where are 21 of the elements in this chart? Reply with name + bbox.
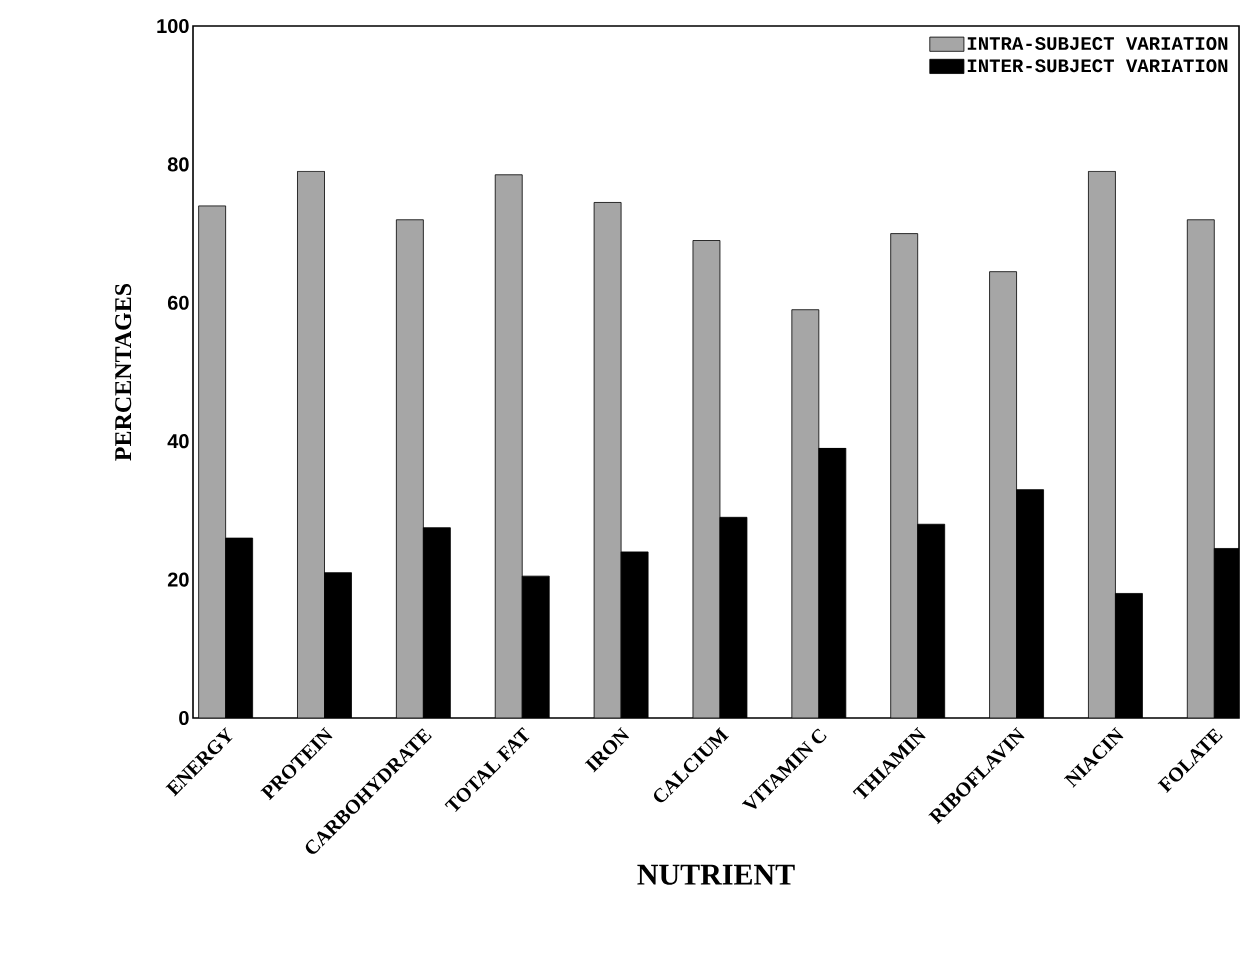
legend-label: INTER-SUBJECT VARIATION [967, 59, 1228, 73]
bar [297, 170, 325, 718]
bar [989, 271, 1017, 718]
y-tick-label: 20 [167, 572, 189, 587]
y-tick-label: 80 [167, 157, 189, 172]
x-axis-title: NUTRIENT [637, 864, 795, 885]
bar [494, 174, 523, 718]
y-tick-label: 100 [157, 18, 189, 34]
bar [791, 309, 820, 718]
bar [198, 205, 227, 718]
y-tick-label: 40 [167, 434, 189, 449]
bar [692, 240, 721, 718]
bar [890, 233, 919, 718]
bar [395, 219, 424, 718]
y-tick-label: 60 [167, 295, 189, 310]
bar [593, 202, 622, 718]
y-axis-title: PERCENTAGES [115, 283, 132, 461]
bar [1088, 170, 1116, 718]
bar [1186, 219, 1215, 718]
legend-label: INTRA-SUBJECT VARIATION [967, 37, 1228, 51]
y-tick-label: 0 [179, 710, 189, 726]
